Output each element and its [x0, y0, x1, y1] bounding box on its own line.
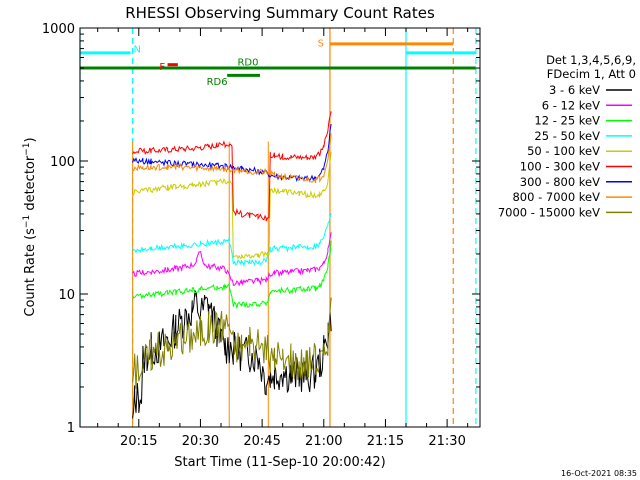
flag-label-night-flag: N: [133, 45, 140, 56]
y-axis-label: Count Rate (s−1 detector−1): [22, 137, 38, 316]
x-axis-label: Start Time (11-Sep-10 20:00:42): [174, 455, 385, 470]
x-tick-label-0: 20:15: [120, 434, 157, 449]
x-tick-label-2: 20:45: [243, 434, 280, 449]
legend-label-6: 300 - 800 keV: [520, 175, 600, 189]
series-line-1: [132, 232, 332, 287]
legend-label-4: 50 - 100 keV: [527, 144, 600, 158]
footer-timestamp: 16-Oct-2021 08:35: [561, 469, 637, 478]
flag-label-flare-flag: F: [159, 62, 165, 73]
legend-label-8: 7000 - 15000 keV: [498, 205, 600, 219]
y-axis: 1 10 100 1000: [42, 22, 480, 436]
legend-label-7: 800 - 7000 keV: [512, 190, 600, 204]
series-line-5: [132, 111, 332, 222]
y-tick-label-1: 10: [58, 288, 75, 303]
legend-label-2: 12 - 25 keV: [534, 114, 600, 128]
series-line-7: [132, 133, 332, 184]
chart-title: RHESSI Observing Summary Count Rates: [125, 4, 435, 22]
x-tick-label-4: 21:15: [367, 434, 404, 449]
legend-header-1: FDecim 1, Att 0: [547, 67, 636, 81]
y-tick-label-0: 1: [67, 421, 75, 436]
legend-label-3: 25 - 50 keV: [534, 129, 600, 143]
flag-label-saa-flag: S: [318, 38, 324, 49]
x-axis: 20:15 20:30 20:45 21:00 21:15 21:30: [97, 28, 469, 449]
x-tick-label-3: 21:00: [305, 434, 342, 449]
series-line-2: [132, 240, 332, 310]
legend-label-5: 100 - 300 keV: [520, 160, 600, 174]
legend-label-1: 6 - 12 keV: [542, 98, 600, 112]
legend-label-0: 3 - 6 keV: [549, 83, 600, 97]
series-line-8: [132, 297, 332, 389]
plot-frame: [79, 27, 481, 428]
x-tick-label-5: 21:30: [428, 434, 465, 449]
flag-label-rd0-label: RD0: [237, 57, 258, 68]
series-line-3: [132, 213, 332, 268]
x-tick-label-1: 20:30: [182, 434, 219, 449]
plot-area: N F S RD0 RD6: [79, 28, 477, 427]
flag-label-rd6-label: RD6: [207, 77, 228, 88]
y-tick-label-3: 1000: [42, 22, 75, 37]
legend: Det 1,3,4,5,6,9,FDecim 1, Att 0 3 - 6 keV…: [498, 53, 636, 219]
series-line-4: [132, 152, 332, 260]
legend-header-0: Det 1,3,4,5,6,9,: [546, 53, 636, 67]
y-tick-label-2: 100: [50, 155, 75, 170]
